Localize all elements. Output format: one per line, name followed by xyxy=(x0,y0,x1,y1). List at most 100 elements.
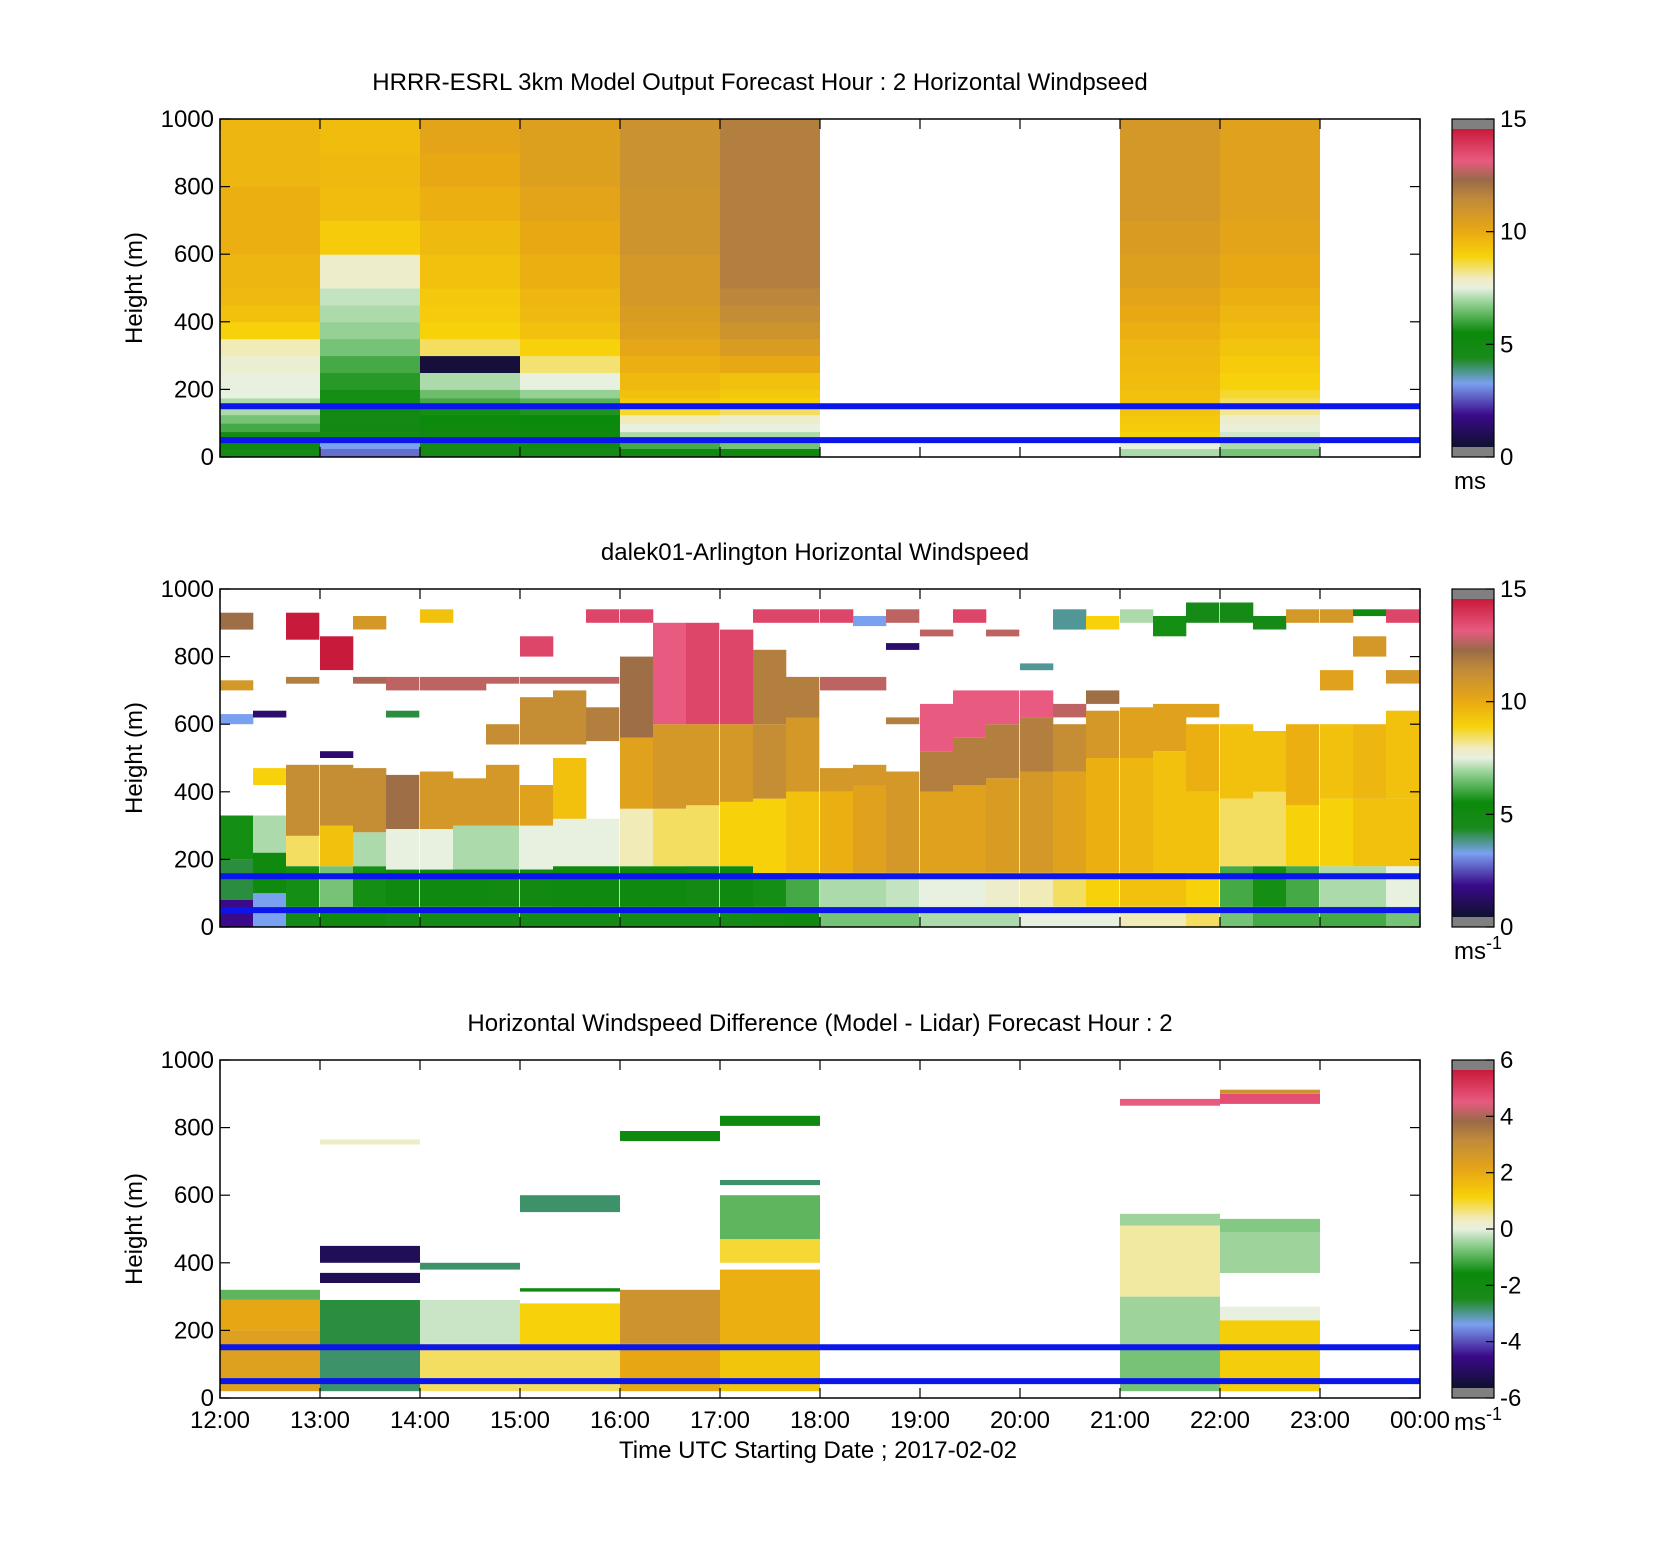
x-tick-label: 14:00 xyxy=(390,1407,450,1434)
heatmap-cell xyxy=(520,448,620,458)
heatmap-cell xyxy=(753,609,787,623)
heatmap-cell xyxy=(1220,414,1320,424)
colorbar-tick-label: 0 xyxy=(1500,1216,1513,1243)
heatmap-cell xyxy=(1120,1347,1220,1392)
heatmap-cell xyxy=(520,636,554,657)
heatmap-cell xyxy=(320,119,420,154)
heatmap-cell xyxy=(253,815,287,853)
heatmap-cell xyxy=(1353,609,1387,617)
heatmap-cell xyxy=(653,724,687,809)
heatmap-cell xyxy=(420,1343,520,1392)
heatmap-cell xyxy=(220,355,320,373)
heatmap-cell xyxy=(320,338,420,357)
heatmap-cell xyxy=(720,397,820,407)
heatmap-cell xyxy=(453,825,487,870)
heatmap-cells-lidar xyxy=(220,602,1420,927)
heatmap-cell xyxy=(1120,414,1220,424)
y-tick-label: 400 xyxy=(174,1250,214,1277)
heatmap-cell xyxy=(320,1139,420,1145)
heatmap-cell xyxy=(1220,1093,1320,1104)
heatmap-cell xyxy=(1253,731,1287,792)
heatmap-cell xyxy=(1220,355,1320,373)
heatmap-cell xyxy=(320,866,354,907)
heatmap-cell xyxy=(1353,866,1387,907)
heatmap-cell xyxy=(1220,304,1320,323)
heatmap-cell xyxy=(986,629,1020,637)
heatmap-cell xyxy=(620,220,720,255)
heatmap-cell xyxy=(1120,254,1220,289)
heatmap-cell xyxy=(1186,791,1220,873)
heatmap-cell xyxy=(320,186,420,221)
heatmap-cell xyxy=(1220,1232,1320,1273)
heatmap-cell xyxy=(686,724,720,806)
heatmap-cell xyxy=(420,1300,520,1344)
heatmap-cell xyxy=(320,636,354,671)
heatmap-cell xyxy=(586,818,620,867)
heatmap-cell xyxy=(386,676,420,691)
heatmap-cell xyxy=(320,423,420,433)
heatmap-cell xyxy=(786,609,820,623)
heatmap-cell xyxy=(520,220,620,255)
y-tick-label: 800 xyxy=(174,644,214,671)
heatmap-cell xyxy=(1020,717,1054,772)
heatmap-cell xyxy=(620,355,720,373)
heatmap-cell xyxy=(220,220,320,255)
heatmap-cell xyxy=(720,152,820,188)
heatmap-cell xyxy=(520,406,620,416)
colorbar-frame xyxy=(1451,588,1495,928)
heatmap-cell xyxy=(320,414,420,424)
heatmap-cell xyxy=(653,808,687,867)
y-tick-label: 200 xyxy=(174,846,214,873)
heatmap-cell xyxy=(1220,724,1254,799)
heatmap-cell xyxy=(1353,636,1387,657)
heatmap-cell xyxy=(320,372,420,390)
heatmap-cell xyxy=(720,1180,820,1186)
heatmap-cell xyxy=(286,612,320,640)
heatmap-cell xyxy=(553,866,587,907)
heatmap-cell xyxy=(353,866,387,907)
heatmap-cell xyxy=(420,389,520,399)
heatmap-cell xyxy=(520,397,620,407)
heatmap-cell xyxy=(620,440,720,449)
heatmap-cell xyxy=(1120,707,1154,758)
heatmap-cell xyxy=(553,818,587,867)
heatmap-cell xyxy=(620,866,654,907)
heatmap-cell xyxy=(1186,602,1220,623)
heatmap-cell xyxy=(1220,321,1320,340)
heatmap-cell xyxy=(520,254,620,289)
x-tick-label: 00:00 xyxy=(1390,1407,1450,1434)
x-ticks-lidar xyxy=(219,589,1421,927)
heatmap-cell xyxy=(253,852,287,894)
x-tick-label: 21:00 xyxy=(1090,1407,1150,1434)
heatmap-cell xyxy=(886,643,920,650)
heatmap-cell xyxy=(220,338,320,357)
panel-title-model: HRRR-ESRL 3km Model Output Forecast Hour… xyxy=(372,69,1147,96)
heatmap-cell xyxy=(520,1303,620,1344)
heatmap-cell xyxy=(486,724,520,745)
x-tick-label: 15:00 xyxy=(490,1407,550,1434)
difference-panel: Horizontal Windspeed Difference (Model -… xyxy=(121,1010,1521,1464)
heatmap-cell xyxy=(1086,710,1120,758)
heatmap-cell xyxy=(420,771,454,829)
y-axis-lidar: 0 200 400 600 800 1000 xyxy=(161,576,1420,941)
heatmap-cell xyxy=(1220,1089,1320,1094)
heatmap-cell xyxy=(1120,406,1220,416)
heatmap-cell xyxy=(386,829,420,870)
heatmap-cell xyxy=(220,321,320,340)
heatmap-cell xyxy=(720,389,820,399)
heatmap-cell xyxy=(1286,866,1320,907)
heatmap-cell xyxy=(420,609,454,623)
colorbar-end-cap xyxy=(1452,1060,1494,1070)
heatmap-cell xyxy=(720,220,820,255)
heatmap-cell xyxy=(1220,1306,1320,1321)
y-tick-label: 600 xyxy=(174,1182,214,1209)
heatmap-cell xyxy=(686,622,720,725)
heatmap-cell xyxy=(620,423,720,433)
heatmap-cell xyxy=(420,676,454,691)
heatmap-cell xyxy=(286,764,320,836)
heatmap-cell xyxy=(1220,389,1320,399)
heatmap-cell xyxy=(786,791,820,873)
colorbar-tick-label: 10 xyxy=(1500,689,1527,716)
heatmap-cell xyxy=(286,676,320,684)
